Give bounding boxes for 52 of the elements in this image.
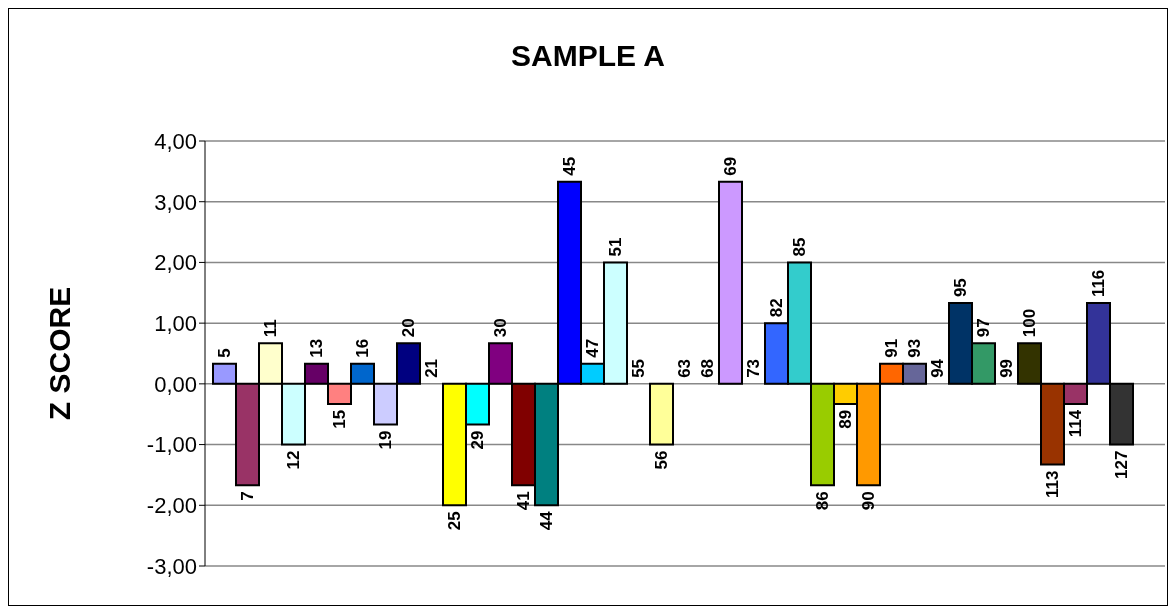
- x-tick-label: 100: [1020, 308, 1039, 338]
- chart-title: SAMPLE A: [510, 39, 666, 73]
- y-tick-label: -1,00: [146, 432, 197, 458]
- y-tick-label: 0,00: [154, 371, 197, 397]
- x-tick-label: 15: [330, 409, 349, 429]
- x-tick-label: 90: [859, 491, 878, 511]
- x-tick-label: 114: [1066, 409, 1085, 438]
- y-tick-label: 3,00: [154, 189, 197, 215]
- x-tick-label: 12: [284, 450, 303, 470]
- x-tick-label: 127: [1112, 450, 1131, 479]
- x-tick-label: 13: [307, 338, 326, 358]
- x-tick-label: 5: [215, 348, 234, 358]
- y-tick-label: 4,00: [154, 128, 197, 154]
- y-tick-label: 1,00: [154, 310, 197, 336]
- x-tick-label: 7: [238, 491, 257, 501]
- x-tick-label: 73: [744, 358, 763, 378]
- x-tick-label: 20: [399, 318, 418, 338]
- x-tick-label: 69: [721, 156, 740, 176]
- x-tick-label: 116: [1089, 269, 1108, 298]
- x-tick-label: 25: [445, 511, 464, 531]
- x-tick-label: 113: [1043, 470, 1062, 499]
- x-tick-label: 29: [468, 430, 487, 450]
- bar: [718, 180, 743, 385]
- bar: [649, 382, 674, 446]
- x-tick-label: 91: [882, 338, 901, 358]
- x-tick-label: 85: [790, 237, 809, 257]
- x-tick-label: 55: [629, 358, 648, 378]
- x-tick-label: 95: [951, 278, 970, 298]
- x-tick-label: 16: [353, 338, 372, 358]
- x-tick-label: 44: [537, 510, 556, 531]
- x-tick-label: 45: [560, 156, 579, 176]
- x-tick-label: 93: [905, 338, 924, 358]
- x-tick-label: 11: [261, 319, 280, 338]
- x-tick-label: 82: [767, 298, 786, 318]
- x-tick-label: 19: [376, 430, 395, 450]
- y-axis-title: Z SCORE: [42, 286, 76, 421]
- x-tick-label: 94: [928, 358, 947, 378]
- x-tick-label: 63: [675, 358, 694, 378]
- y-tick-label: -2,00: [146, 493, 197, 519]
- y-tick-label: -3,00: [146, 553, 197, 579]
- x-tick-label: 21: [422, 358, 441, 378]
- x-tick-label: 68: [698, 358, 717, 378]
- x-tick-label: 97: [974, 318, 993, 338]
- x-tick-label: 56: [652, 450, 671, 470]
- x-tick-label: 99: [997, 358, 1016, 378]
- y-tick-label: 2,00: [154, 250, 197, 276]
- x-tick-label: 41: [514, 491, 533, 511]
- x-tick-label: 51: [606, 237, 625, 257]
- x-tick-label: 89: [836, 409, 855, 429]
- x-tick-label: 30: [491, 318, 510, 338]
- x-tick-label: 86: [813, 491, 832, 511]
- x-tick-label: 47: [583, 338, 602, 358]
